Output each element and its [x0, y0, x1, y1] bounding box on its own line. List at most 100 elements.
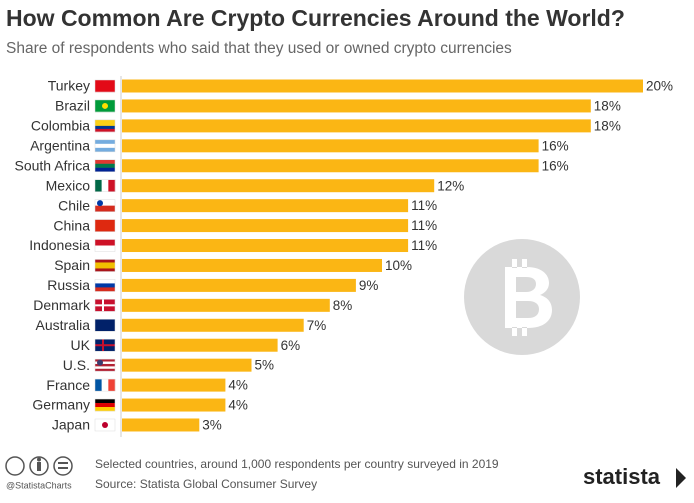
- flag-border: [94, 378, 116, 392]
- value-label: 7%: [307, 318, 327, 333]
- category-label: Indonesia: [29, 237, 90, 253]
- flag-stripe: [108, 379, 116, 392]
- flag-stripe: [95, 80, 115, 93]
- flag-stripe: [95, 122, 115, 127]
- value-label: 11%: [411, 238, 437, 253]
- value-label: 12%: [437, 178, 464, 193]
- flag-border: [94, 79, 116, 93]
- flag-stripe: [95, 403, 115, 408]
- flag-border: [94, 159, 116, 173]
- flag-border: [94, 299, 116, 312]
- brand-arrow: [676, 468, 686, 488]
- flag-stripe: [95, 199, 115, 206]
- value-label: 4%: [228, 378, 248, 393]
- flag-border: [94, 239, 116, 252]
- flag-border: [94, 139, 116, 153]
- flag-border: [94, 259, 116, 272]
- cc-icons: [5, 456, 73, 476]
- bar: [122, 159, 539, 173]
- flag-emblem: [97, 200, 103, 207]
- flag-cross: [95, 344, 115, 347]
- flag-stripe: [95, 407, 115, 412]
- nd-icon-bar: [58, 462, 68, 464]
- category-label: Denmark: [33, 297, 91, 313]
- flag-stripe: [95, 143, 115, 149]
- value-label: 3%: [202, 418, 222, 433]
- value-label: 9%: [359, 278, 379, 293]
- bar: [122, 219, 409, 233]
- category-label: Colombia: [31, 118, 90, 134]
- flag-stripe: [95, 363, 115, 367]
- category-label: Mexico: [46, 177, 91, 193]
- flag-stripe: [95, 125, 115, 130]
- category-label: Brazil: [55, 98, 90, 114]
- flag-border: [94, 319, 116, 332]
- flag-stripe: [108, 179, 116, 192]
- by-icon-head: [37, 457, 41, 462]
- bar: [122, 179, 435, 193]
- flag-stripe: [95, 283, 115, 288]
- bar: [122, 79, 643, 93]
- bar: [122, 398, 226, 412]
- value-label: 4%: [228, 398, 248, 413]
- chart-subtitle: Share of respondents who said that they …: [6, 40, 512, 57]
- value-label: 18%: [594, 118, 621, 133]
- cc-icon: [5, 456, 25, 476]
- flag-stripe: [95, 368, 115, 372]
- category-label: Germany: [32, 397, 90, 413]
- flag-stripe: [95, 159, 115, 164]
- flag-stripe: [95, 139, 115, 145]
- flag-border: [94, 219, 116, 232]
- handle: @StatistaCharts: [6, 480, 72, 490]
- flag-stripe: [95, 205, 115, 212]
- flag-cross: [102, 339, 104, 352]
- flag-border: [94, 179, 116, 192]
- bitcoin-icon: [464, 239, 580, 355]
- bar: [122, 318, 304, 332]
- flag-stripe: [95, 245, 115, 252]
- footnote: Selected countries, around 1,000 respond…: [95, 457, 499, 471]
- category-label: UK: [71, 337, 91, 353]
- flag-stripe: [95, 219, 115, 232]
- category-label: France: [46, 377, 90, 393]
- bar: [122, 139, 539, 153]
- value-label: 20%: [646, 79, 673, 94]
- by-icon-body: [37, 462, 41, 471]
- value-label: 8%: [333, 298, 353, 313]
- flag-stripe: [95, 287, 115, 292]
- value-label: 10%: [385, 258, 412, 273]
- value-label: 16%: [542, 138, 569, 153]
- value-label: 6%: [281, 338, 301, 353]
- flag-border: [94, 119, 116, 133]
- bar: [122, 278, 356, 292]
- bar: [122, 99, 591, 113]
- category-label: Turkey: [48, 78, 90, 94]
- flag-stripe: [95, 239, 115, 246]
- category-label: Australia: [36, 317, 91, 333]
- flag-stripe: [101, 179, 109, 192]
- flag-border: [94, 358, 116, 372]
- bitcoin-symbol: [505, 259, 552, 336]
- flag-border: [94, 99, 116, 113]
- bar: [122, 358, 252, 372]
- value-label: 11%: [411, 198, 437, 213]
- flag-stripe: [95, 147, 115, 153]
- value-label: 16%: [542, 158, 569, 173]
- bar: [122, 119, 591, 133]
- bar: [122, 258, 382, 272]
- nd-icon: [53, 456, 73, 476]
- category-label: China: [53, 217, 90, 233]
- flag-emblem: [102, 102, 108, 109]
- flag-stripe: [95, 359, 115, 362]
- flag-stripe: [95, 128, 115, 133]
- category-label: South Africa: [15, 157, 91, 173]
- source: Source: Statista Global Consumer Survey: [95, 477, 317, 491]
- bar: [122, 418, 200, 432]
- bar: [122, 378, 226, 392]
- flag-stripe: [101, 379, 109, 392]
- category-label: U.S.: [63, 357, 90, 373]
- flag-stripe: [95, 119, 115, 124]
- nd-icon-bar: [58, 467, 68, 469]
- flag-cross: [102, 299, 104, 312]
- flag-stripe: [95, 262, 115, 266]
